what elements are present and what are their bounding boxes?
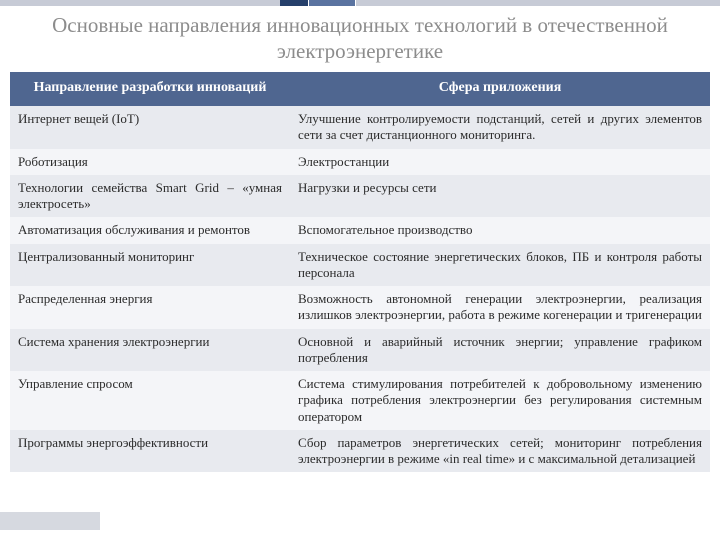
cell-direction: Система хранения электроэнергии <box>10 329 290 372</box>
table-header-row: Направление разработки инноваций Сфера п… <box>10 72 710 106</box>
accent-seg-2 <box>280 0 308 6</box>
table-row: Программы энергоэффективности Сбор парам… <box>10 430 710 473</box>
accent-seg-4 <box>356 0 720 6</box>
table-row: Роботизация Электростанции <box>10 149 710 175</box>
cell-direction: Роботизация <box>10 149 290 175</box>
col-header-direction: Направление разработки инноваций <box>10 72 290 106</box>
cell-application: Техническое состояние энергетических бло… <box>290 244 710 287</box>
table-row: Интернет вещей (IoT) Улучшение контролир… <box>10 106 710 149</box>
cell-direction: Централизованный мониторинг <box>10 244 290 287</box>
accent-seg-3 <box>308 0 356 6</box>
cell-application: Электростанции <box>290 149 710 175</box>
table-row: Технологии семейства Smart Grid – «умная… <box>10 175 710 218</box>
footer-accent-bar <box>0 512 100 530</box>
table-row: Распределенная энергия Возможность автон… <box>10 286 710 329</box>
table-row: Управление спросом Система стимулировани… <box>10 371 710 430</box>
cell-direction: Управление спросом <box>10 371 290 430</box>
cell-direction: Автоматизация обслуживания и ремонтов <box>10 217 290 243</box>
table-row: Централизованный мониторинг Техническое … <box>10 244 710 287</box>
table-row: Автоматизация обслуживания и ремонтов Вс… <box>10 217 710 243</box>
top-accent-bar <box>0 0 720 6</box>
cell-direction: Программы энергоэффективности <box>10 430 290 473</box>
cell-application: Сбор параметров энергетических сетей; мо… <box>290 430 710 473</box>
cell-direction: Распределенная энергия <box>10 286 290 329</box>
cell-application: Улучшение контролируемости подстанций, с… <box>290 106 710 149</box>
table-row: Система хранения электроэнергии Основной… <box>10 329 710 372</box>
cell-direction: Технологии семейства Smart Grid – «умная… <box>10 175 290 218</box>
cell-application: Система стимулирования потребителей к до… <box>290 371 710 430</box>
slide-title: Основные направления инновационных техно… <box>40 12 680 65</box>
cell-application: Вспомогательное производство <box>290 217 710 243</box>
slide: Основные направления инновационных техно… <box>0 0 720 540</box>
cell-application: Основной и аварийный источник энергии; у… <box>290 329 710 372</box>
cell-application: Возможность автономной генерации электро… <box>290 286 710 329</box>
cell-direction: Интернет вещей (IoT) <box>10 106 290 149</box>
cell-application: Нагрузки и ресурсы сети <box>290 175 710 218</box>
innovations-table: Направление разработки инноваций Сфера п… <box>10 72 710 472</box>
col-header-application: Сфера приложения <box>290 72 710 106</box>
accent-seg-1 <box>0 0 280 6</box>
